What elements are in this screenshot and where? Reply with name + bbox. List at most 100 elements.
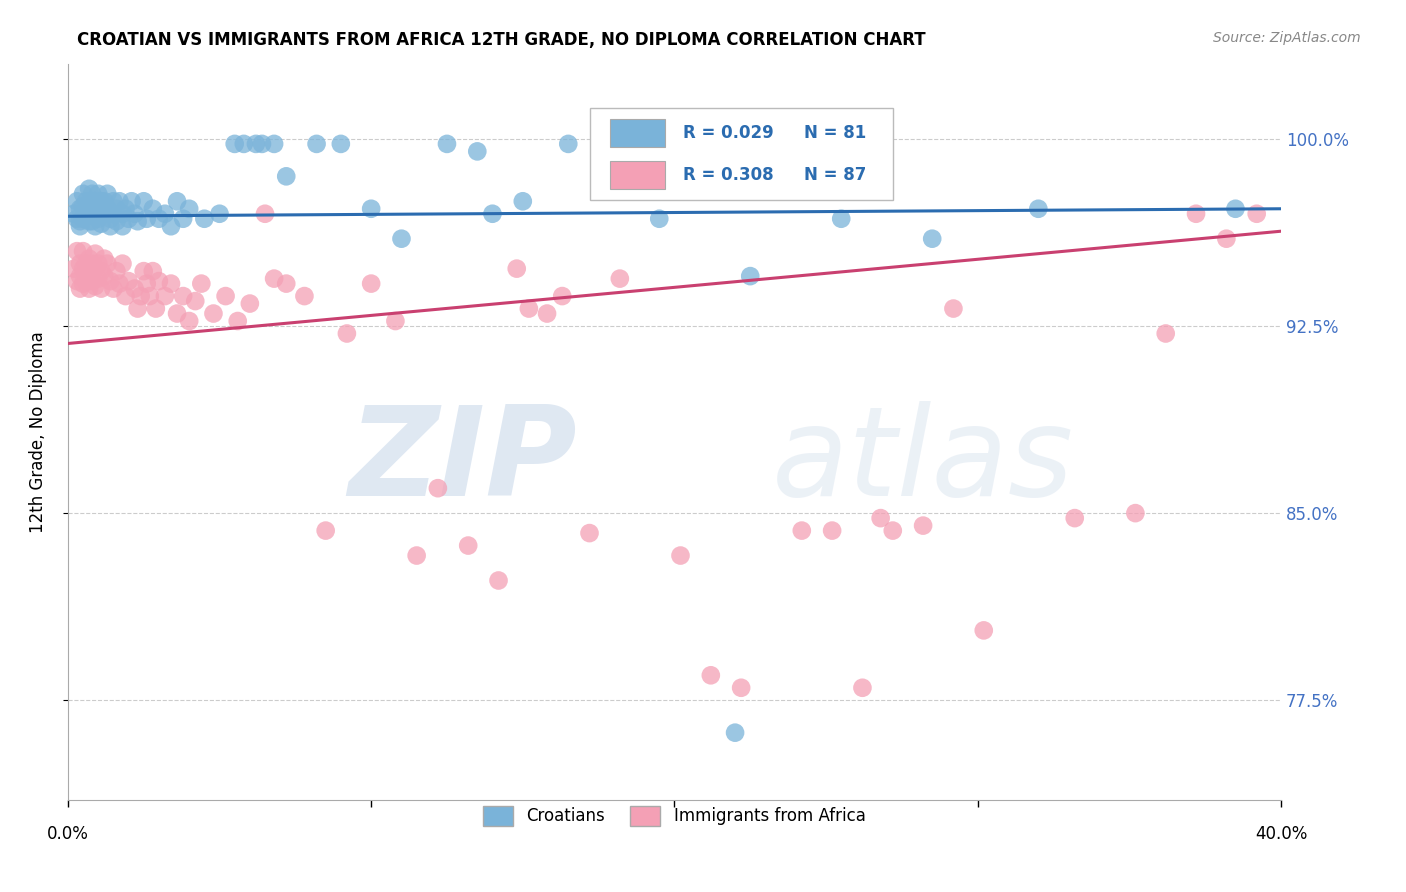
Point [63,207,86,221]
Point [108,277,131,291]
Point [82,202,104,216]
Point [329,136,352,151]
Point [973,624,995,638]
Text: Source: ZipAtlas.com: Source: ZipAtlas.com [1213,31,1361,45]
Text: R = 0.029: R = 0.029 [683,124,773,142]
Point [239,296,262,310]
Point [166,307,188,321]
Point [190,277,212,291]
Point [77,282,100,296]
Point [66,274,89,288]
Point [1028,202,1050,216]
Point [98,211,121,226]
Point [869,511,891,525]
Point [90,264,112,278]
Point [69,219,91,234]
Point [276,169,298,184]
Point [132,264,155,278]
Point [103,282,125,296]
Point [75,257,97,271]
Point [77,182,100,196]
Point [405,549,427,563]
FancyBboxPatch shape [589,108,893,200]
Point [93,269,115,284]
Point [66,194,89,209]
Point [336,326,359,341]
Point [724,725,747,739]
Point [75,274,97,288]
Point [84,261,107,276]
Point [87,211,110,226]
Point [114,202,136,216]
Point [360,277,382,291]
Point [232,136,254,151]
Point [148,274,170,288]
Point [305,136,328,151]
Point [98,219,121,234]
Point [93,252,115,266]
Point [90,207,112,221]
Point [105,264,128,278]
Point [96,186,118,201]
Point [124,207,146,221]
Point [72,244,94,259]
Point [72,199,94,213]
Point [506,261,529,276]
Point [465,145,488,159]
Text: CROATIAN VS IMMIGRANTS FROM AFRICA 12TH GRADE, NO DIPLOMA CORRELATION CHART: CROATIAN VS IMMIGRANTS FROM AFRICA 12TH … [77,31,927,49]
Point [536,307,558,321]
Point [603,136,626,151]
Point [830,211,852,226]
Point [77,202,100,216]
Point [145,301,167,316]
Point [84,194,107,209]
Point [214,289,236,303]
Point [1063,511,1085,525]
Point [851,681,873,695]
Point [821,524,844,538]
Point [160,277,183,291]
Text: atlas: atlas [772,401,1074,522]
Point [75,194,97,209]
Point [127,214,149,228]
Point [111,257,134,271]
Point [84,219,107,234]
Point [208,207,231,221]
Point [730,681,752,695]
Point [1125,506,1147,520]
Point [82,214,104,228]
Point [184,294,207,309]
Point [77,252,100,266]
Point [551,289,574,303]
Point [87,257,110,271]
Point [135,211,157,226]
Point [77,214,100,228]
Point [63,261,86,276]
Point [294,289,316,303]
Point [557,136,579,151]
Point [669,549,692,563]
Point [481,207,503,221]
Point [90,217,112,231]
Point [103,194,125,209]
Text: 0.0%: 0.0% [46,825,89,843]
Point [87,271,110,285]
Point [142,202,165,216]
Point [87,202,110,216]
Point [121,194,143,209]
Point [609,271,631,285]
Point [263,271,285,285]
Point [700,668,723,682]
Point [391,232,413,246]
Point [179,202,201,216]
Point [84,207,107,221]
Point [111,219,134,234]
Point [72,186,94,201]
Point [172,289,194,303]
Text: R = 0.308: R = 0.308 [683,167,773,185]
Point [193,211,215,226]
Point [77,264,100,278]
Point [224,136,246,151]
Point [84,246,107,260]
Point [127,301,149,316]
